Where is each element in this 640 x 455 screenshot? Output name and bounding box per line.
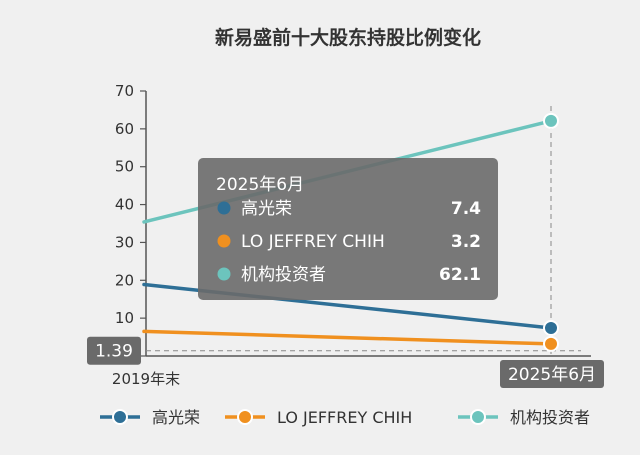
y-tick-label: 30 bbox=[115, 233, 134, 251]
crosshair-x-box bbox=[500, 360, 604, 388]
legend-marker bbox=[237, 409, 253, 425]
series-point bbox=[543, 112, 559, 129]
tooltip-series-name: LO JEFFREY CHIH bbox=[241, 232, 385, 252]
legend-marker bbox=[470, 409, 486, 425]
tooltip-background bbox=[198, 158, 498, 300]
y-tick-label: 60 bbox=[115, 120, 134, 138]
legend-label: LO JEFFREY CHIH bbox=[277, 408, 412, 427]
tooltip-swatch bbox=[217, 201, 231, 215]
chart-title: 新易盛前十大股东持股比例变化 bbox=[215, 26, 481, 49]
legend-marker bbox=[112, 409, 128, 425]
axes bbox=[145, 91, 591, 357]
tooltip-series-name: 高光荣 bbox=[241, 199, 292, 219]
tooltip-swatch bbox=[217, 234, 231, 248]
series-points bbox=[543, 112, 559, 352]
y-tick-label: 10 bbox=[115, 309, 134, 327]
x-tick-labels: 2019年末 2025年6月 bbox=[112, 360, 604, 388]
tooltip-series-value: 3.2 bbox=[451, 232, 481, 252]
y-tick-label: 50 bbox=[115, 158, 134, 176]
crosshair-y-box bbox=[87, 336, 141, 365]
series-point bbox=[543, 335, 559, 352]
tooltip: 2025年6月 高光荣 7.4 LO JEFFREY CHIH 3.2 机构投资者 62.… bbox=[198, 158, 498, 300]
legend-label: 机构投资者 bbox=[510, 408, 590, 427]
series-point bbox=[543, 319, 559, 336]
crosshair-y-label: 1.39 bbox=[95, 342, 133, 362]
tooltip-title: 2025年6月 bbox=[216, 175, 304, 195]
series-line bbox=[142, 329, 553, 346]
legend-label: 高光荣 bbox=[152, 408, 200, 427]
legend: 高光荣 LO JEFFREY CHIH 机构投资者 bbox=[100, 408, 590, 427]
tooltip-series-value: 7.4 bbox=[451, 199, 481, 219]
tooltip-series-name: 机构投资者 bbox=[241, 265, 326, 285]
x-tick-label: 2019年末 bbox=[112, 370, 180, 388]
y-tick-labels: 010203040506070 bbox=[115, 82, 146, 365]
y-tick-label: 70 bbox=[115, 82, 134, 100]
y-tick-label: 40 bbox=[115, 196, 134, 214]
crosshair-x-label: 2025年6月 bbox=[508, 365, 596, 385]
tooltip-swatch bbox=[217, 267, 231, 281]
tooltip-series-value: 62.1 bbox=[439, 265, 481, 285]
crosshair: 1.39 bbox=[87, 106, 581, 365]
y-tick-label: 20 bbox=[115, 271, 134, 289]
